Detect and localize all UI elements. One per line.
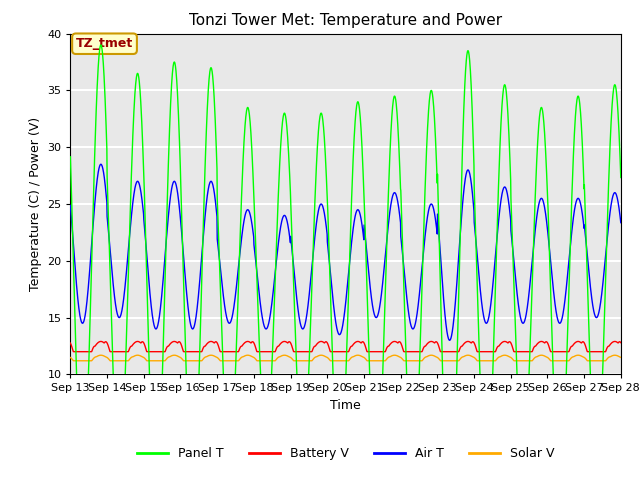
Y-axis label: Temperature (C) / Power (V): Temperature (C) / Power (V) — [29, 117, 42, 291]
Text: TZ_tmet: TZ_tmet — [76, 37, 133, 50]
Title: Tonzi Tower Met: Temperature and Power: Tonzi Tower Met: Temperature and Power — [189, 13, 502, 28]
X-axis label: Time: Time — [330, 399, 361, 412]
Legend: Panel T, Battery V, Air T, Solar V: Panel T, Battery V, Air T, Solar V — [132, 442, 559, 465]
